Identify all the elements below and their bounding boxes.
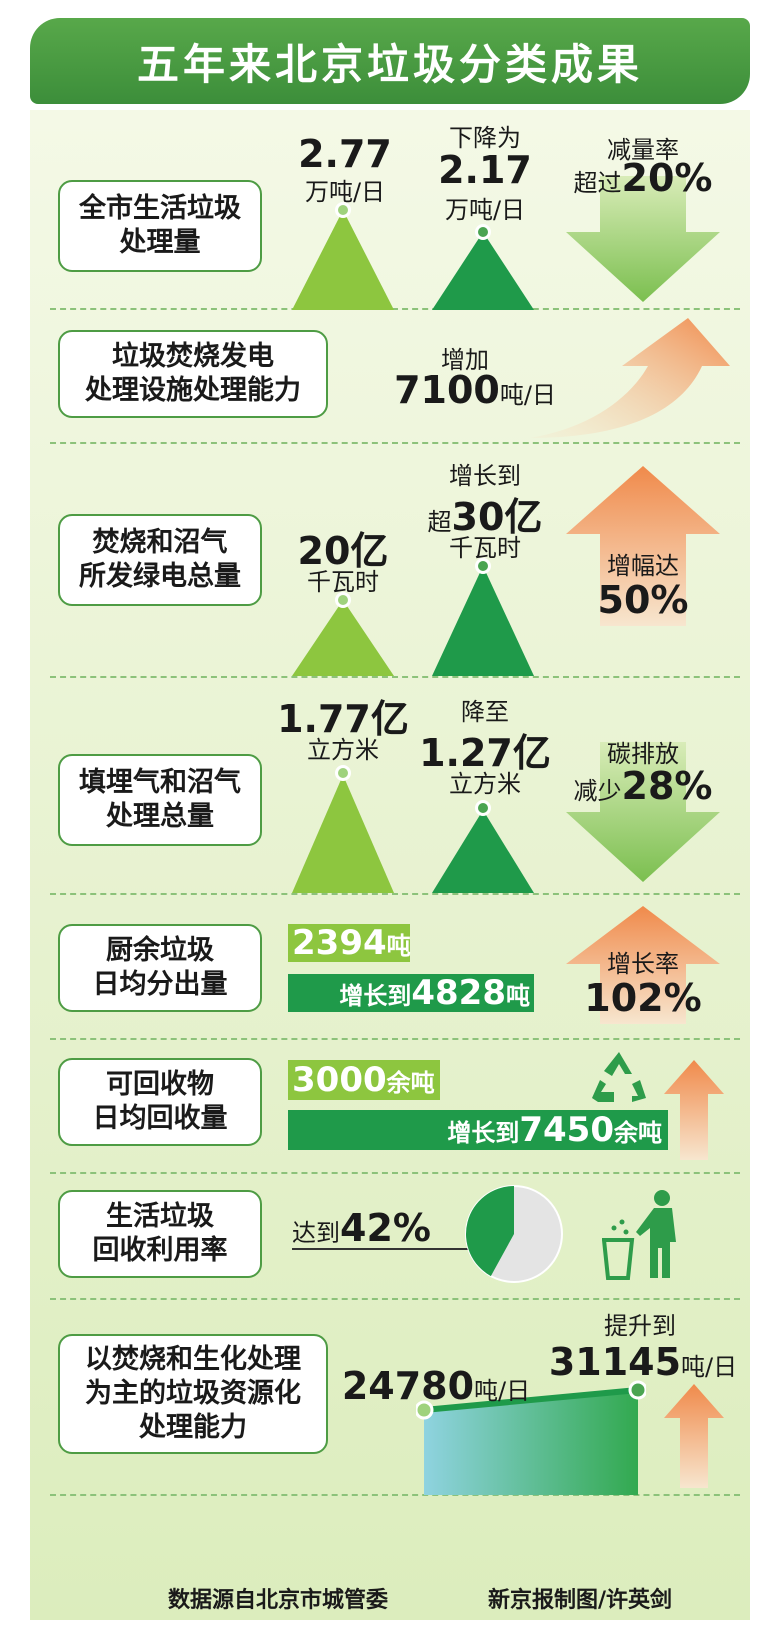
arrow-down-icon xyxy=(566,742,720,882)
row3-change-label: 增幅达 xyxy=(607,552,679,580)
row4-after-value: 1.27亿 xyxy=(419,731,551,775)
row7-leader-line xyxy=(292,1248,468,1250)
row4-change-label: 碳排放 xyxy=(607,740,679,768)
row3-after-prefix2: 超 xyxy=(427,508,452,536)
row3-before-value: 20亿 xyxy=(297,529,389,573)
row7-label: 生活垃圾 回收利用率 xyxy=(58,1190,262,1278)
arrow-up-icon xyxy=(566,466,720,626)
row-divider xyxy=(50,1298,740,1300)
row1-change-label: 减量率 xyxy=(607,136,679,164)
row8-before-unit: 吨/日 xyxy=(474,1377,531,1405)
recycle-icon xyxy=(592,1052,646,1102)
arrow-up-icon xyxy=(664,1060,724,1160)
row5-after-prefix: 增长到 xyxy=(339,981,412,1010)
row7-value: 42% xyxy=(340,1206,431,1250)
row1-before-dot xyxy=(335,202,351,218)
row4-after-unit: 立方米 xyxy=(449,770,521,798)
row3-label: 焚烧和沼气 所发绿电总量 xyxy=(58,514,262,606)
row5-change-value: 102% xyxy=(584,976,702,1020)
pie-slice-recycled xyxy=(466,1186,514,1277)
row5-after-value: 4828 xyxy=(411,973,506,1013)
row3-change-value: 50% xyxy=(597,578,689,622)
row4-label: 填埋气和沼气 处理总量 xyxy=(58,754,262,846)
row1-before-unit: 万吨/日 xyxy=(304,178,386,206)
row8-after-value: 31145 xyxy=(548,1340,682,1384)
row4-before-dot xyxy=(335,765,351,781)
row-divider xyxy=(50,1172,740,1174)
page-title: 五年来北京垃圾分类成果 xyxy=(30,18,750,104)
row-divider xyxy=(50,1038,740,1040)
row3-before-unit: 千瓦时 xyxy=(307,568,379,596)
row4-before-value: 1.77亿 xyxy=(277,697,409,741)
row-divider xyxy=(50,893,740,895)
row6-after-unit: 余吨 xyxy=(614,1118,662,1147)
row4-after-prefix: 降至 xyxy=(461,698,509,726)
row8-area-chart xyxy=(416,1380,646,1495)
row4-after-triangle xyxy=(432,810,534,893)
footer-source: 数据源自北京市城管委 xyxy=(168,1588,389,1613)
row3-after-prefix: 增长到 xyxy=(449,462,521,490)
row1-after-prefix: 下降为 xyxy=(449,124,521,152)
row5-before-bar: 2394 吨 xyxy=(288,923,411,963)
row1-before-value: 2.77 xyxy=(298,132,392,176)
row7-pie-chart xyxy=(465,1185,563,1283)
row6-after-prefix: 增长到 xyxy=(447,1118,520,1147)
row5-before-unit: 吨 xyxy=(386,931,411,960)
row2-label: 垃圾焚烧发电 处理设施处理能力 xyxy=(58,330,328,418)
row1-before-triangle xyxy=(292,210,394,310)
row1-change-value: 20% xyxy=(621,156,713,200)
row1-after-unit: 万吨/日 xyxy=(444,196,526,224)
row1-after-value: 2.17 xyxy=(438,148,532,192)
row1-change-prefix: 超过 xyxy=(573,169,622,197)
row5-after-bar: 增长到 4828 吨 xyxy=(288,973,534,1013)
row-divider xyxy=(50,1494,740,1496)
row4-before-unit: 立方米 xyxy=(307,736,379,764)
row-divider xyxy=(50,676,740,678)
row6-before-bar: 3000 余吨 xyxy=(288,1060,440,1100)
row2-prefix: 增加 xyxy=(441,346,489,374)
row6-after-bar: 增长到 7450 余吨 xyxy=(288,1110,668,1150)
arrow-up-icon xyxy=(530,318,730,438)
footer-credit: 新京报制图/许英剑 xyxy=(488,1588,673,1613)
row3-after-dot xyxy=(475,558,491,574)
row7-prefix: 达到 xyxy=(292,1219,340,1247)
row4-change-prefix: 减少 xyxy=(573,777,622,805)
row-divider xyxy=(50,308,740,310)
row5-after-unit: 吨 xyxy=(506,981,530,1010)
row5-change-label: 增长率 xyxy=(607,950,679,978)
row5-label: 厨余垃圾 日均分出量 xyxy=(58,924,262,1012)
row4-before-triangle xyxy=(292,775,394,893)
row3-after-triangle xyxy=(432,566,534,676)
arrow-up-icon xyxy=(664,1384,724,1488)
row8-after-unit: 吨/日 xyxy=(681,1353,738,1381)
row8-label: 以焚烧和生化处理 为主的垃圾资源化 处理能力 xyxy=(58,1334,328,1454)
person-trash-icon xyxy=(602,1190,676,1280)
row8-after-prefix: 提升到 xyxy=(604,1312,676,1340)
row2-unit: 吨/日 xyxy=(499,381,556,409)
row6-after-value: 7450 xyxy=(519,1110,614,1150)
row8-before-value: 24780 xyxy=(341,1364,475,1408)
row6-before-unit: 余吨 xyxy=(386,1068,435,1097)
row4-change-value: 28% xyxy=(621,764,713,808)
row3-after-unit: 千瓦时 xyxy=(449,534,521,562)
arrow-up-icon xyxy=(566,906,720,1024)
row3-before-triangle xyxy=(292,600,394,676)
row2-value: 7100 xyxy=(394,368,500,412)
row5-before-value: 2394 xyxy=(292,923,387,963)
row1-label: 全市生活垃圾 处理量 xyxy=(58,180,262,272)
row1-after-triangle xyxy=(432,232,534,310)
row1-after-dot xyxy=(475,224,491,240)
row-divider xyxy=(50,442,740,444)
row6-label: 可回收物 日均回收量 xyxy=(58,1058,262,1146)
row3-after-value: 30亿 xyxy=(451,495,543,539)
row4-after-dot xyxy=(475,800,491,816)
arrow-down-icon xyxy=(566,176,720,302)
row6-before-value: 3000 xyxy=(292,1060,387,1100)
row3-before-dot xyxy=(335,592,351,608)
